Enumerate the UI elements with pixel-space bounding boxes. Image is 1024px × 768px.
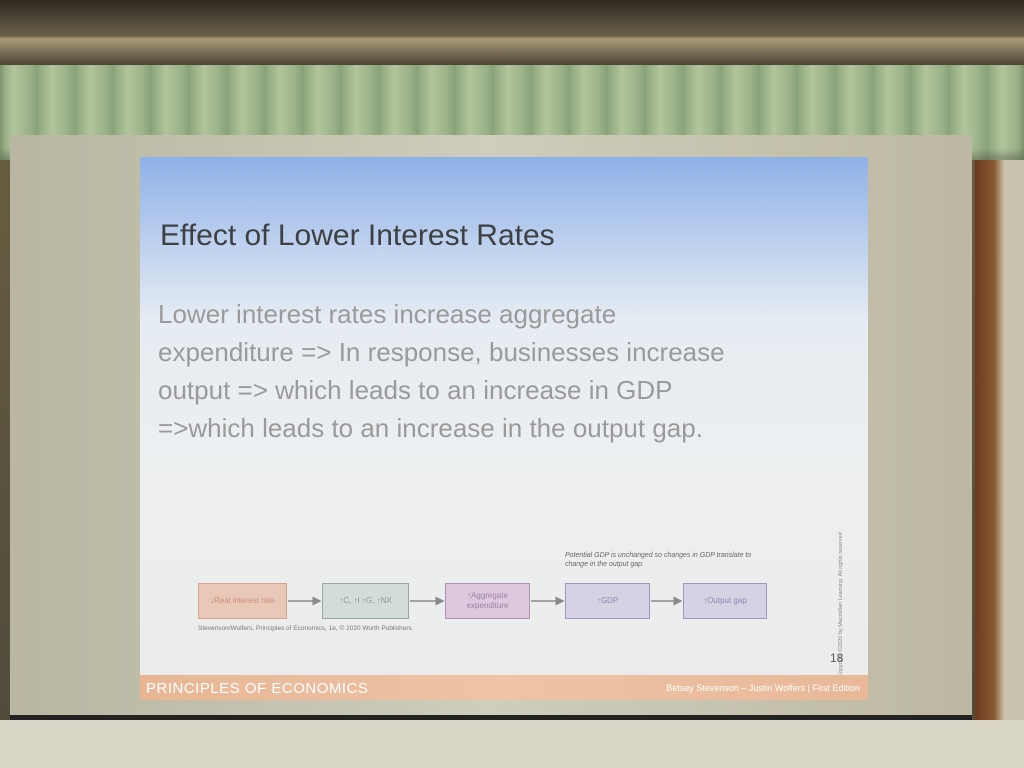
slide: Effect of Lower Interest Rates Lower int… (140, 157, 868, 700)
diagram-arrows (288, 596, 683, 606)
body-line: Lower interest rates increase aggregate (158, 299, 617, 329)
footer-bar: PRINCIPLES OF ECONOMICS Betsey Stevenson… (140, 675, 868, 700)
wall (975, 160, 1024, 768)
body-line: expenditure => In response, businesses i… (158, 337, 725, 367)
body-line: output => which leads to an increase in … (158, 375, 673, 405)
body-line: =>which leads to an increase in the outp… (158, 413, 703, 443)
diagram-node: ↓Real interest rate (198, 583, 287, 619)
footer-authors: Betsey Stevenson – Justin Wolfers | Firs… (666, 683, 860, 693)
diagram-node: ↑Aggregate expenditure (445, 583, 530, 619)
lower-wall (0, 720, 1024, 768)
source-note: Stevenson/Wolfers, Principles of Economi… (198, 625, 412, 632)
diagram-node: ↑GDP (565, 583, 650, 619)
page-number: 18 (830, 651, 844, 665)
footer-title: PRINCIPLES OF ECONOMICS (146, 680, 369, 697)
ceiling (0, 0, 1024, 65)
diagram-node: ↑C, ↑I ↑G, ↑NX (322, 583, 409, 619)
diagram-node: ↑Output gap (683, 583, 767, 619)
diagram-note: Potential GDP is unchanged so changes in… (565, 552, 752, 569)
slide-title: Effect of Lower Interest Rates (160, 219, 555, 252)
